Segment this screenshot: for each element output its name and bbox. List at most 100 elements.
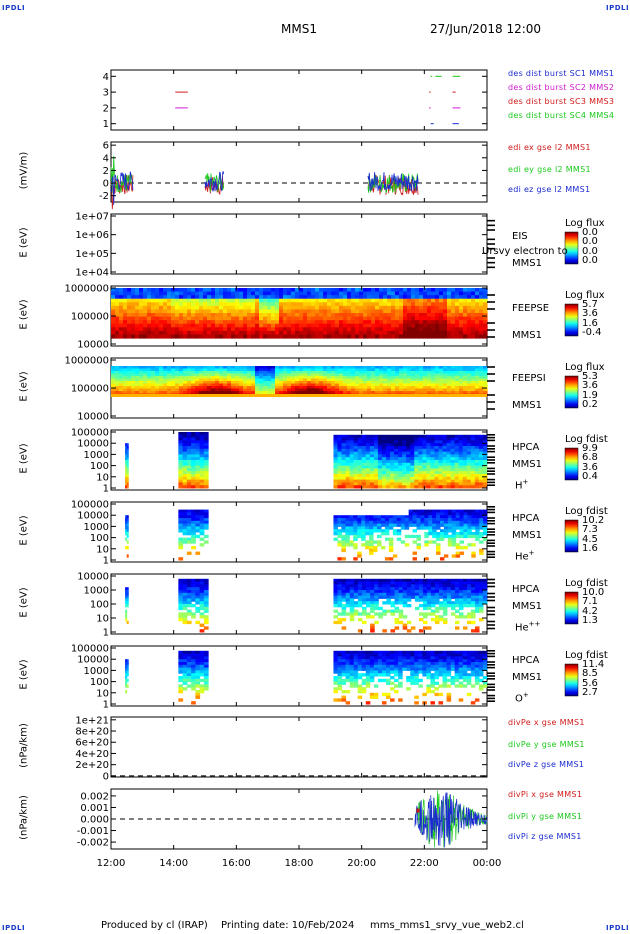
colorbar-tick-label: 10.0: [582, 587, 605, 598]
y-tick-label: 1e+05: [75, 249, 109, 260]
colorbar-title: Log fdist: [565, 506, 608, 517]
y-tick-label: 100000: [71, 428, 109, 439]
y-tick-label: 1e+06: [75, 230, 109, 241]
x-tick-label: 18:00: [285, 858, 314, 869]
corner-label-top-left: IPDLI: [2, 4, 26, 12]
y-tick-label: 0: [103, 179, 109, 190]
colorbar-title: Log fdist: [565, 578, 608, 589]
legend-entry: divPe x gse MMS1: [508, 718, 585, 727]
panel-5: 1000000 100000 10000: [64, 356, 579, 423]
spacecraft-label: MMS1: [512, 601, 542, 612]
legend-entry: des dist burst SC1 MMS1: [508, 69, 615, 78]
y-tick-label: 1: [103, 628, 109, 639]
colorbar-tick-label: 9.9: [582, 443, 598, 454]
e-field-trace: [367, 172, 419, 192]
y-tick-label: 100000: [71, 384, 109, 395]
colorbar-tick-label: 5.3: [582, 371, 598, 382]
x-tick-label: 12:00: [97, 858, 126, 869]
y-tick-label: 0.000: [80, 815, 109, 826]
spacecraft-label: MMS1: [512, 400, 542, 411]
colorbar-tick-label: 11.4: [582, 659, 605, 670]
instrument-label: FEEPSI: [512, 373, 546, 384]
x-tick-label: 20:00: [347, 858, 376, 869]
y-tick-label: 100: [90, 461, 109, 472]
datetime-title: 27/Jun/2018 12:00: [430, 22, 542, 36]
y-tick-label: 6: [103, 141, 109, 152]
y-tick-label: 100: [90, 677, 109, 688]
y-tick-label: 1: [103, 556, 109, 567]
y-tick-label: 100000: [71, 644, 109, 655]
y-tick-label: 1000000: [64, 356, 109, 367]
y-tick-label: 1000: [84, 522, 109, 533]
species-label: He+: [515, 549, 535, 563]
species-charge: ++: [528, 620, 541, 628]
panel-frame: [110, 716, 488, 778]
spacecraft-label: MMS1: [512, 459, 542, 470]
colorbar-tick-label: 0.2: [582, 399, 598, 410]
footer-produced-by: Produced by cl (IRAP): [101, 920, 208, 931]
y-tick-label: 10000: [77, 655, 109, 666]
instrument-label: FEEPSE: [512, 303, 550, 314]
spacecraft-label: MMS1: [512, 258, 542, 269]
colorbar-title: Log flux: [565, 362, 605, 373]
species-charge: +: [522, 691, 529, 699]
legend-entry: divPe y gse MMS1: [508, 740, 585, 749]
panel-8: 10000 1000 100 10 1: [77, 572, 579, 639]
species-label: O+: [515, 691, 529, 705]
y-tick-label: 1: [103, 700, 109, 711]
panel-3: 1e+07 1e+06 1e+05 1e+04: [75, 212, 579, 279]
colorbar-title: Log flux: [565, 218, 605, 229]
mission-title: MMS1: [281, 22, 317, 36]
colorbar-tick-label: 7.3: [582, 524, 598, 536]
colorbar-tick-label: 5.6: [582, 677, 598, 689]
colorbar-tick-label: -0.4: [582, 327, 602, 338]
species-label: He++: [515, 620, 541, 634]
colorbar-tick-label: 1.9: [582, 389, 598, 401]
y-tick-label: -2: [99, 191, 109, 202]
legend-entry: des dist burst SC3 MMS3: [508, 97, 615, 106]
panel-2: 64 2 0-2: [99, 141, 488, 210]
colorbar-tick-label: 1.6: [582, 543, 598, 554]
y-tick-label: 1000: [84, 450, 109, 461]
colorbar-tick-label: 1.3: [582, 615, 598, 626]
colorbar-tick-label: 1.6: [582, 317, 598, 329]
colorbar-title: Log flux: [565, 290, 605, 301]
y-tick-label: 0.001: [80, 803, 109, 814]
legend-entry: divPi z gse MMS1: [508, 832, 582, 841]
legend-entry: divPi x gse MMS1: [508, 790, 583, 799]
legend-entry: divPe z gse MMS1: [508, 760, 585, 769]
legend-entry: des dist burst SC2 MMS2: [508, 83, 615, 92]
colorbar-tick-label: 3.6: [582, 380, 598, 392]
spacecraft-label: MMS1: [512, 330, 542, 341]
y-tick-label: 1000: [84, 666, 109, 677]
y-tick-label: 2: [103, 166, 109, 177]
instrument-label: HPCA: [512, 513, 540, 524]
panel-frame: [110, 213, 488, 275]
y-tick-label: -0.002: [77, 838, 109, 849]
legend-entry: edi ez gse l2 MMS1: [508, 185, 591, 194]
colorbar-tick-label: 0.0: [582, 227, 598, 238]
e-field-trace: [204, 171, 225, 192]
y-tick-label: 2: [103, 103, 109, 114]
y-tick-label: 1000: [84, 586, 109, 597]
colorbar-tick-label: 3.6: [582, 308, 598, 320]
footer-printing-date: Printing date: 10/Feb/2024: [221, 920, 355, 931]
footer-file: mms_mms1_srvy_vue_web2.cl: [370, 920, 524, 931]
colorbar: [564, 591, 579, 625]
x-tick-label: 22:00: [410, 858, 439, 869]
colorbar-tick-label: 0.4: [582, 471, 598, 482]
y-tick-label: 10: [96, 472, 109, 483]
y-tick-label: 10000: [77, 439, 109, 450]
y-tick-label: 100: [90, 600, 109, 611]
y-tick-label: 10: [96, 544, 109, 555]
colorbar: [564, 231, 579, 265]
x-tick-label: 16:00: [222, 858, 251, 869]
y-tick-label: 100000: [71, 500, 109, 511]
instrument-label: EIS: [512, 231, 528, 242]
y-tick-label: 100000: [71, 312, 109, 323]
